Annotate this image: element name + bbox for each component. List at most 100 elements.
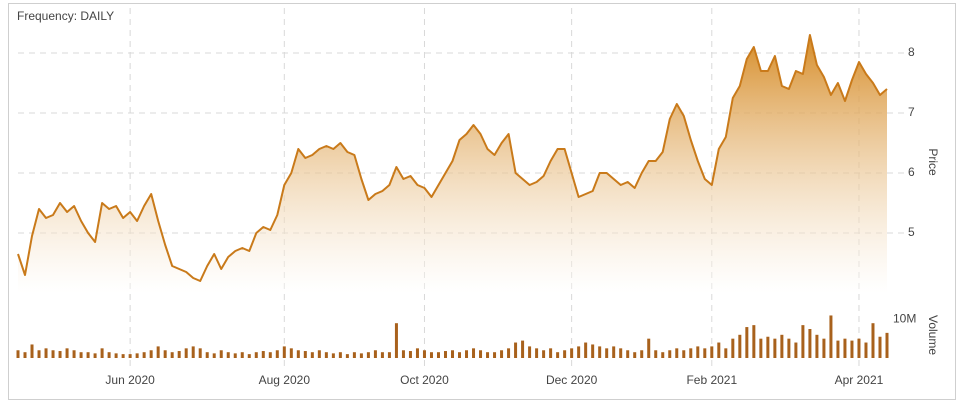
volume-bar (612, 346, 616, 358)
volume-bar (815, 334, 819, 358)
volume-bar (801, 325, 805, 358)
volume-bar (86, 352, 90, 358)
volume-bar (850, 340, 854, 358)
volume-bar (465, 350, 469, 358)
volume-bar (198, 348, 202, 358)
x-tick-label: Aug 2020 (259, 373, 311, 387)
volume-bar (170, 352, 174, 358)
volume-bar (584, 342, 588, 358)
volume-bar (72, 350, 76, 358)
volume-bar (135, 353, 139, 358)
volume-bar (373, 350, 377, 358)
volume-bar (731, 338, 735, 358)
volume-bar (142, 352, 146, 358)
y-tick-label: 7 (908, 105, 915, 119)
price-area (18, 35, 887, 293)
volume-bar (619, 348, 623, 358)
volume-bar (843, 338, 847, 358)
volume-bar (493, 352, 497, 358)
volume-bar (766, 336, 770, 358)
volume-bar (717, 342, 721, 358)
volume-bar (507, 348, 511, 358)
volume-bar (37, 350, 41, 358)
volume-bar (738, 334, 742, 358)
volume-bar (191, 346, 195, 358)
volume-bar (247, 354, 251, 358)
volume-bar (528, 346, 532, 358)
volume-bar (500, 350, 504, 358)
volume-bar (647, 338, 651, 358)
volume-bar (422, 350, 426, 358)
volume-bar (254, 352, 258, 358)
volume-bar (556, 352, 560, 358)
volume-bar (857, 338, 861, 358)
volume-bar (773, 338, 777, 358)
volume-bar (549, 348, 553, 358)
volume-bar (303, 351, 307, 358)
y-tick-label: 5 (908, 225, 915, 239)
volume-bar (79, 352, 83, 358)
volume-bar (352, 352, 356, 358)
volume-bar (100, 348, 104, 358)
volume-bar (696, 346, 700, 358)
volume-bar (436, 352, 440, 358)
volume-bar (233, 353, 237, 358)
volume-bar (479, 350, 483, 358)
volume-bar (226, 352, 230, 358)
x-tick-label: Oct 2020 (400, 373, 449, 387)
volume-bar (23, 352, 27, 358)
volume-bar (640, 350, 644, 358)
volume-bar (387, 352, 391, 358)
volume-bar (864, 342, 868, 358)
volume-bar (703, 348, 707, 358)
volume-bar (514, 342, 518, 358)
x-tick-label: Apr 2021 (835, 373, 884, 387)
volume-bar (289, 348, 293, 358)
volume-bar (114, 353, 118, 358)
volume-bar (591, 344, 595, 358)
volume-bar (808, 329, 812, 358)
volume-bar (759, 338, 763, 358)
volume-bar (128, 354, 132, 358)
y2-tick-label: 10M (893, 312, 916, 326)
volume-bar (359, 353, 363, 358)
x-tick-label: Dec 2020 (546, 373, 598, 387)
x-tick-label: Jun 2020 (105, 373, 155, 387)
volume-bar (394, 323, 398, 358)
volume-bar (885, 332, 889, 358)
volume-bar (121, 354, 125, 358)
y-tick-label: 8 (908, 45, 915, 59)
volume-bar (724, 348, 728, 358)
y-tick-label: 6 (908, 165, 915, 179)
volume-bar (675, 348, 679, 358)
volume-bar (345, 354, 349, 358)
volume-bar (654, 350, 658, 358)
price-axis-label: Price (926, 148, 940, 176)
frequency-label: Frequency: DAILY (17, 9, 114, 23)
volume-bar (871, 323, 875, 358)
volume-bar (745, 327, 749, 358)
price-line (17, 34, 888, 282)
volume-bar (338, 352, 342, 358)
volume-bar (415, 348, 419, 358)
volume-bar (458, 352, 462, 358)
volume-bar (107, 352, 111, 358)
volume-bar (598, 346, 602, 358)
volume-bar (451, 350, 454, 358)
volume-bar (689, 348, 693, 358)
volume-bar (563, 350, 567, 358)
volume-bar (317, 350, 321, 358)
volume-bar (829, 315, 833, 358)
volume-bar (605, 348, 609, 358)
volume-bar (577, 346, 581, 358)
volume-bar (16, 350, 20, 358)
volume-bar (661, 352, 665, 358)
volume-bar (752, 325, 756, 358)
frame (8, 3, 956, 400)
volume-bar (486, 352, 490, 358)
volume-bar (570, 348, 574, 358)
volume-bar (184, 348, 188, 358)
volume-bar (156, 346, 160, 358)
volume-bar (30, 344, 34, 358)
